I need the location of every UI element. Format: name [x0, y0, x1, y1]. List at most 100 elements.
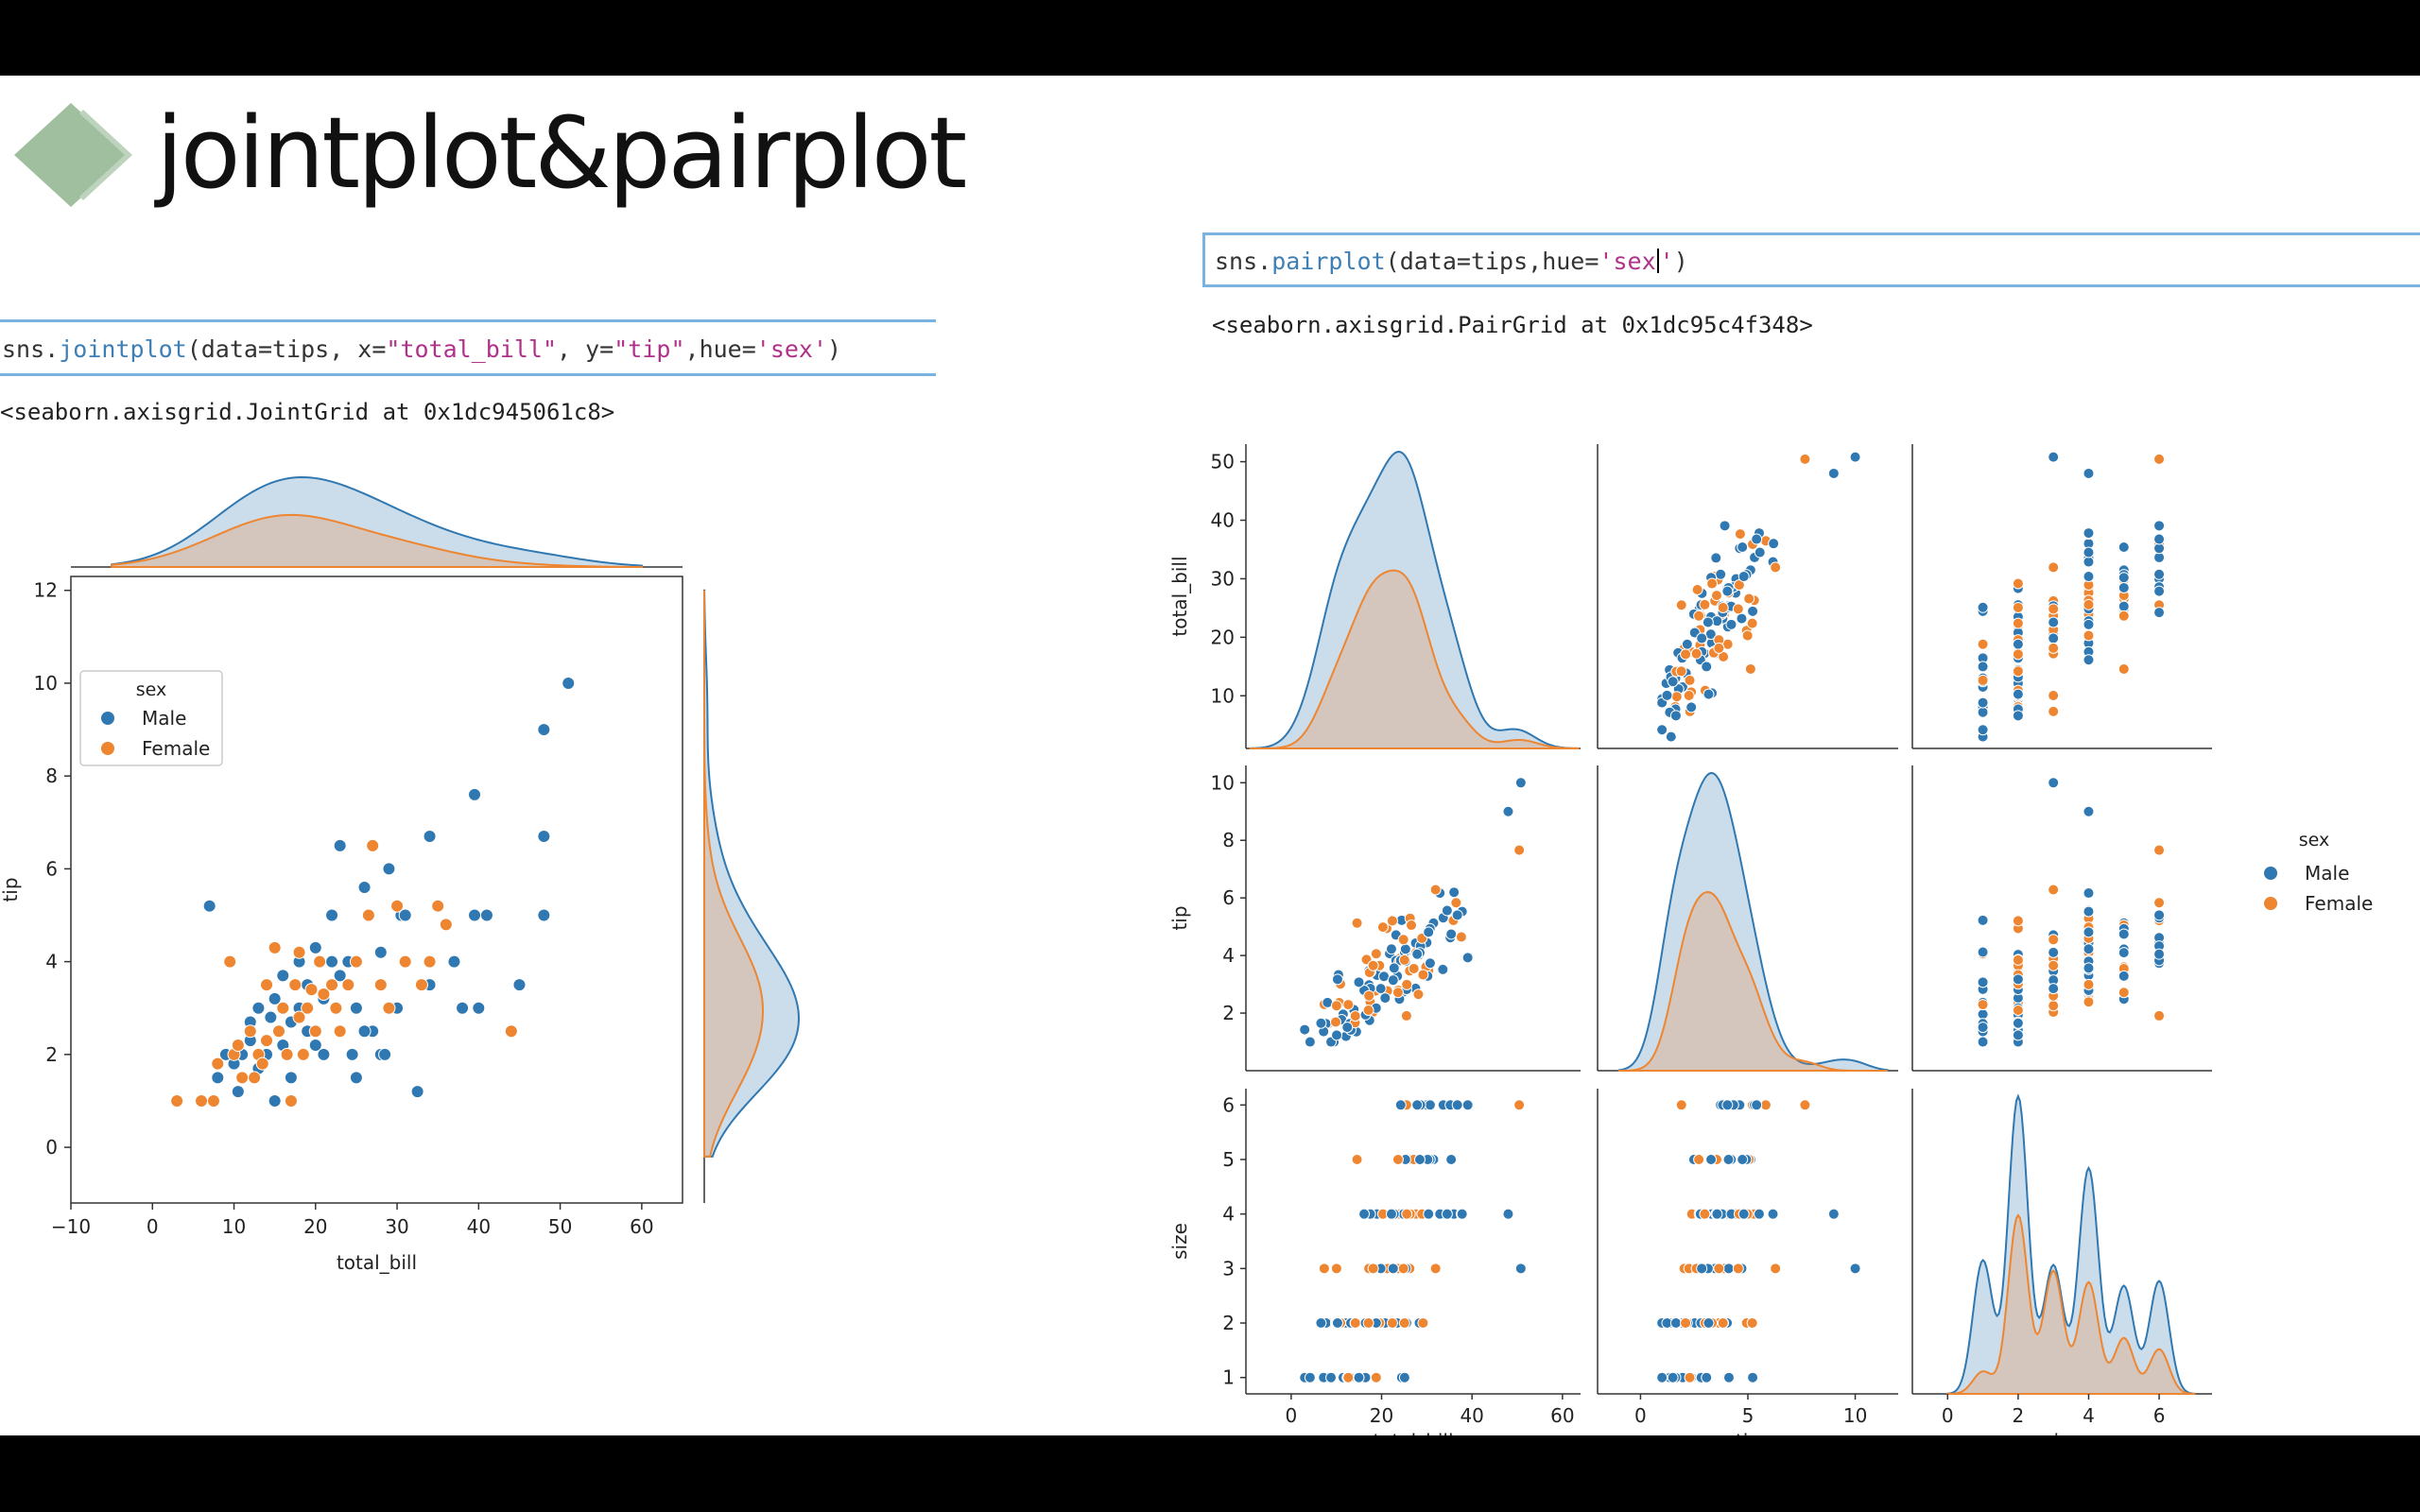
data-point	[2048, 983, 2060, 995]
data-point	[2012, 973, 2024, 986]
data-point	[195, 1093, 209, 1108]
data-point	[1401, 1208, 1413, 1220]
pairplot-code-cell[interactable]: sns.pairplot(data=tips,hue='sex ')	[1202, 232, 2420, 287]
data-point	[1768, 538, 1780, 550]
data-point	[1675, 1099, 1687, 1111]
top-marginal-kde	[111, 475, 643, 568]
data-point	[2012, 710, 2024, 722]
data-point	[2012, 1029, 2024, 1041]
data-point	[325, 908, 339, 922]
data-point	[1408, 962, 1420, 974]
data-point	[1751, 533, 1763, 545]
data-point	[1461, 952, 1474, 964]
data-point	[1363, 989, 1375, 1002]
data-point	[1977, 706, 1989, 718]
data-point	[2153, 568, 2166, 580]
data-point	[2153, 948, 2166, 960]
data-point	[1977, 914, 1989, 926]
y-tick-label: 12	[34, 579, 58, 602]
y-tick-label: 2	[45, 1043, 58, 1066]
data-point	[1358, 1208, 1371, 1220]
data-point	[2012, 617, 2024, 629]
data-point	[260, 978, 274, 992]
y-tick-label: 5	[1222, 1148, 1235, 1171]
x-tick-label: 60	[1550, 1404, 1574, 1427]
data-point	[1342, 999, 1355, 1011]
data-point	[1675, 599, 1687, 611]
data-point	[2048, 451, 2060, 463]
y-tick-label: 3	[1222, 1257, 1235, 1280]
data-point	[2012, 688, 2024, 700]
data-point	[2083, 887, 2095, 900]
data-point	[1392, 987, 1404, 999]
data-point	[1669, 710, 1682, 722]
data-point	[308, 940, 322, 954]
data-point	[1977, 999, 1989, 1011]
data-point	[1675, 665, 1687, 678]
y-tick-label: 4	[1222, 1203, 1235, 1226]
right-marginal-kde	[703, 590, 765, 1158]
data-point	[231, 1039, 245, 1053]
data-point	[1445, 928, 1458, 940]
data-point	[231, 1085, 245, 1099]
data-point	[248, 1071, 262, 1085]
data-point	[2083, 598, 2095, 610]
data-point	[292, 1010, 306, 1024]
data-point	[1977, 601, 1989, 613]
data-point	[2083, 467, 2095, 479]
data-point	[243, 1024, 257, 1039]
data-point	[537, 830, 551, 844]
x-tick-label: −10	[51, 1215, 91, 1238]
data-point	[1696, 632, 1708, 644]
code-token: "tip"	[614, 335, 685, 363]
data-point	[1744, 662, 1756, 675]
data-point	[1977, 1022, 1989, 1034]
data-point	[2048, 689, 2060, 701]
data-point	[2012, 1017, 2024, 1029]
x-tick-label: 6	[2153, 1404, 2166, 1427]
data-point	[1977, 1008, 1989, 1021]
x-tick-label: 2	[2013, 1404, 2025, 1427]
data-point	[2048, 603, 2060, 615]
data-point	[1502, 1208, 1514, 1220]
data-point	[1701, 661, 1713, 673]
data-point	[1304, 1371, 1316, 1383]
data-point	[2118, 600, 2130, 612]
code-token: '	[1659, 248, 1674, 275]
data-point	[1670, 691, 1683, 703]
data-point	[423, 954, 437, 969]
data-point	[2083, 926, 2095, 938]
data-point	[423, 830, 437, 844]
data-point	[1977, 696, 1989, 709]
data-point	[1722, 1153, 1735, 1165]
data-point	[2012, 665, 2024, 678]
data-point	[1341, 1022, 1354, 1034]
data-point	[410, 1085, 424, 1099]
data-point	[1734, 528, 1746, 541]
data-point	[1374, 983, 1387, 995]
code-token: sns.	[1215, 248, 1272, 275]
data-point	[537, 908, 551, 922]
data-point	[2012, 577, 2024, 590]
data-point	[1513, 1099, 1526, 1111]
data-point	[1701, 1371, 1713, 1383]
jointplot-code-cell[interactable]: sns.jointplot(data=tips, x="total_bill",…	[0, 319, 936, 376]
x-axis-label: total_bill	[1373, 1430, 1453, 1435]
data-point	[1304, 1036, 1316, 1048]
data-point	[1379, 992, 1392, 1005]
data-point	[2048, 616, 2060, 628]
data-point	[1370, 948, 1382, 960]
data-point	[2118, 970, 2130, 982]
x-tick-label: 40	[1460, 1404, 1483, 1427]
data-point	[1411, 948, 1424, 960]
data-point	[382, 1001, 396, 1015]
data-point	[1370, 1371, 1382, 1383]
data-point	[284, 1071, 298, 1085]
data-point	[2083, 978, 2095, 990]
data-point	[2083, 556, 2095, 568]
y-tick-label: 50	[1211, 451, 1235, 473]
data-point	[1387, 974, 1399, 987]
data-point	[1746, 1317, 1758, 1330]
x-tick-label: 60	[630, 1215, 653, 1238]
data-point	[1388, 962, 1400, 974]
